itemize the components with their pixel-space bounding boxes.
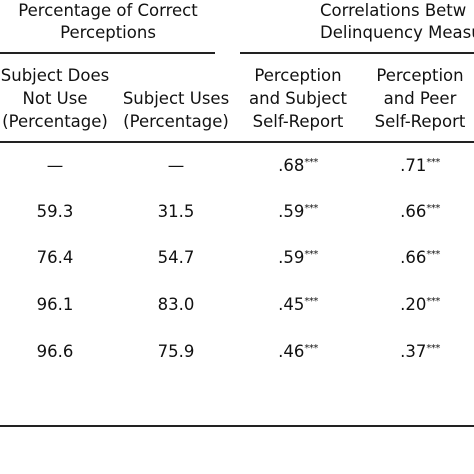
significance: ***	[426, 295, 440, 307]
significance: ***	[304, 248, 318, 260]
significance: ***	[304, 342, 318, 354]
cell: .20***	[400, 294, 440, 314]
significance: ***	[426, 248, 440, 260]
cell: .71***	[400, 155, 440, 175]
cell: 96.6	[36, 341, 74, 361]
cell: 54.7	[157, 247, 195, 267]
column-header: and Subject	[249, 88, 347, 108]
cell: —	[46, 155, 64, 175]
cell: 31.5	[157, 201, 195, 221]
group-header: Perceptions	[60, 22, 156, 42]
cell: 96.1	[36, 294, 74, 314]
cell: .66***	[400, 247, 440, 267]
column-header: (Percentage)	[123, 111, 229, 131]
significance: ***	[304, 202, 318, 214]
header-rule	[0, 141, 474, 143]
group-header: Percentage of Correct	[18, 0, 198, 20]
column-header: (Percentage)	[2, 111, 108, 131]
cell: .66***	[400, 201, 440, 221]
cell: .45***	[278, 294, 318, 314]
significance: ***	[426, 342, 440, 354]
group-rule	[240, 52, 474, 54]
group-rule	[0, 52, 215, 54]
cell: .68***	[278, 155, 318, 175]
column-header: Not Use	[22, 88, 88, 108]
column-header: Subject Uses	[122, 88, 230, 108]
significance: ***	[304, 156, 318, 168]
cell: 83.0	[157, 294, 195, 314]
cell: —	[167, 155, 185, 175]
significance: ***	[426, 202, 440, 214]
significance: ***	[426, 156, 440, 168]
column-header: Subject Does	[0, 65, 110, 85]
column-header: and Peer	[383, 88, 457, 108]
column-header: Perception	[254, 65, 342, 85]
cell: 76.4	[36, 247, 74, 267]
cell: 75.9	[157, 341, 195, 361]
significance: ***	[304, 295, 318, 307]
group-header: Correlations Betw	[320, 0, 467, 20]
column-header: Self-Report	[252, 111, 344, 131]
cell: .59***	[278, 247, 318, 267]
column-header: Perception	[376, 65, 464, 85]
cell: .37***	[400, 341, 440, 361]
column-header: Self-Report	[374, 111, 466, 131]
group-header: Delinquency Measu	[320, 22, 474, 42]
cell: .59***	[278, 201, 318, 221]
cell: 59.3	[36, 201, 74, 221]
bottom-rule	[0, 425, 474, 427]
cell: .46***	[278, 341, 318, 361]
